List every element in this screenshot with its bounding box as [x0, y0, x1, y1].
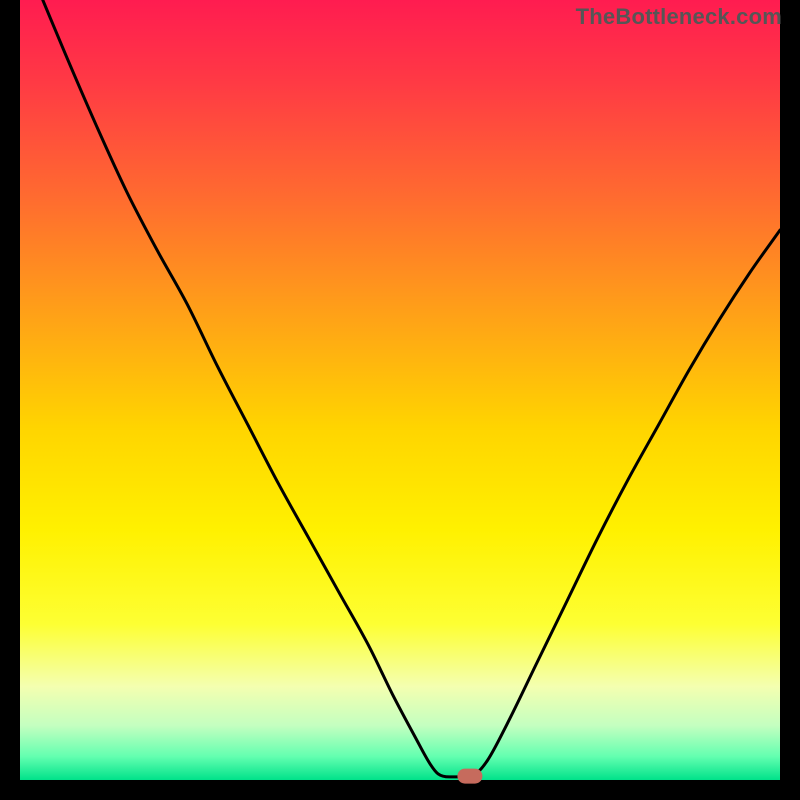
- chart-container: { "watermark": { "text": "TheBottleneck.…: [0, 0, 800, 800]
- watermark-text: TheBottleneck.com: [576, 4, 782, 29]
- bottleneck-chart: [0, 0, 800, 800]
- plot-background: [20, 0, 780, 780]
- watermark: TheBottleneck.com: [576, 4, 782, 30]
- optimum-marker: [458, 769, 482, 783]
